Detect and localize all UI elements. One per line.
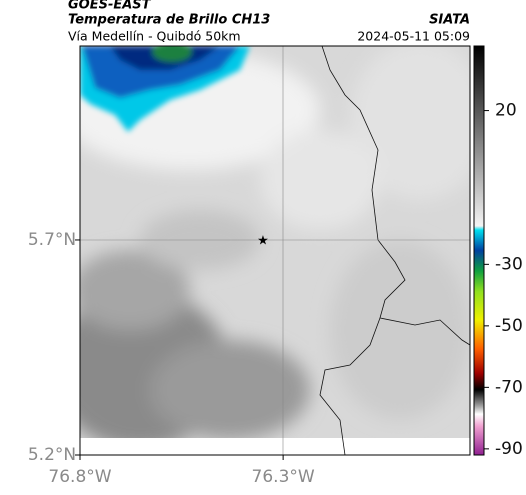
colorbar-tick-label: -90 <box>495 439 523 459</box>
route: Vía Medellín - Quibdó 50km <box>68 29 241 44</box>
colorbar-tick-label: -50 <box>495 316 523 336</box>
colorbar-tick-label: -70 <box>495 377 523 397</box>
colorbar-tick-label: 20 <box>495 101 517 121</box>
colorbar <box>473 45 485 456</box>
y-tick-label: 5.2°N <box>28 445 76 465</box>
x-tick-label: 76.3°W <box>252 467 315 487</box>
map-frame <box>79 45 471 456</box>
source: SIATA <box>429 13 470 28</box>
y-tick-label: 5.7°N <box>28 230 76 250</box>
timestamp: 2024-05-11 05:09 <box>357 29 470 44</box>
colorbar-tick-label: -30 <box>495 254 523 274</box>
subtitle: Temperatura de Brillo CH13 <box>68 13 270 28</box>
location-marker: ★ <box>257 234 269 249</box>
title: GOES-EAST <box>68 0 152 13</box>
satellite-image: ★ <box>80 46 470 455</box>
x-tick-label: 76.8°W <box>48 467 111 487</box>
